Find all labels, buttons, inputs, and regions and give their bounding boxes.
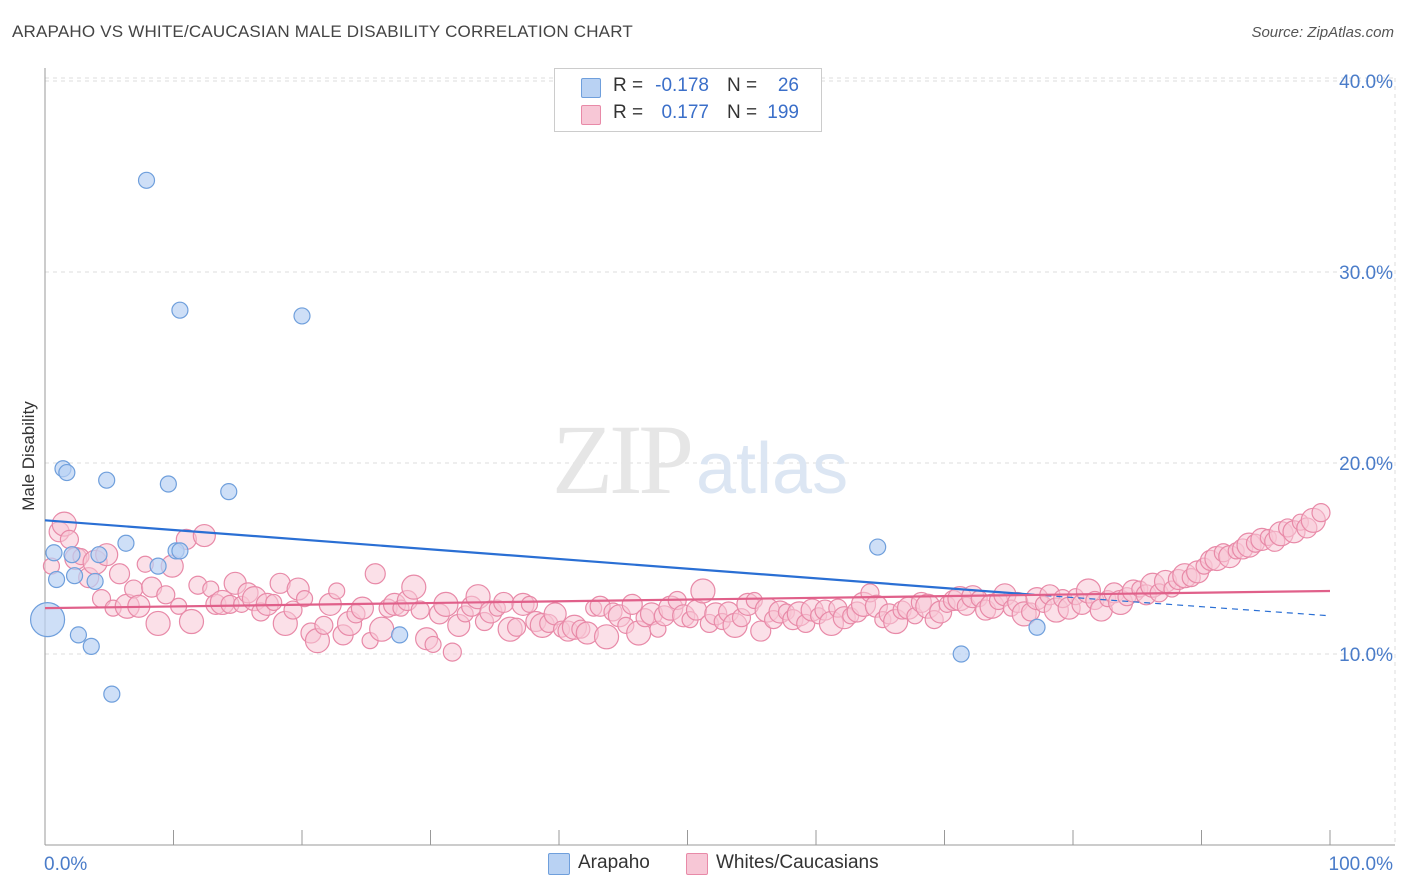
whites-point [108,563,131,585]
legend-row-arapaho: R = -0.178 N = 26 [555,75,821,99]
whites-point [350,596,374,620]
legend-r-label: R = [613,75,644,96]
y-tick-label: 20.0% [1339,454,1393,475]
arapaho-point [98,471,116,489]
arapaho-point [65,567,84,585]
legend-n-value: 199 [767,102,799,123]
whites-point [145,610,171,637]
arapaho-point [952,645,970,663]
arapaho-points [29,171,1046,703]
whites-point [314,615,334,635]
whites-point [1311,503,1331,523]
whites-point [442,642,462,662]
gridlines [45,77,1396,845]
legend-n-label: N = [727,75,758,96]
legend-r-label: R = [613,102,644,123]
legend-r-value: 0.177 [661,102,709,123]
arapaho-point [117,534,135,552]
whites-point [295,590,314,608]
whites-point [424,635,442,654]
y-tick-label: 40.0% [1339,72,1393,93]
whites-point [750,620,772,642]
y-tick-label: 30.0% [1339,263,1393,284]
legend-n-label: N = [727,102,758,123]
whites-point [156,585,176,605]
arapaho-point [45,544,63,562]
arapaho-point [149,557,167,575]
whites-point [520,595,539,613]
arapaho-point [159,475,177,493]
arapaho-trend-extension [1034,594,1331,617]
whites-point [433,591,459,617]
arapaho-point [47,570,66,589]
x-tick-label: 0.0% [44,854,87,875]
whites-point [328,582,346,600]
arapaho-point [220,483,238,501]
tick-labels: 10.0% 20.0% 30.0% 40.0% 0.0% 100.0% Male Disab… [19,72,1393,875]
whites-caucasians-points [42,503,1331,662]
whites-swatch [581,105,601,125]
chart-source: Source: ZipAtlas.com [1251,24,1394,41]
arapaho-trend-line [44,519,1035,596]
whites-point [401,574,427,600]
whites-point [192,523,216,548]
arapaho-point [82,637,100,655]
whites-point [178,608,205,635]
arapaho-point [63,546,81,564]
chart-title: ARAPAHO VS WHITE/CAUCASIAN MALE DISABILI… [12,22,633,41]
arapaho-point [171,301,189,319]
arapaho-point [29,602,66,638]
whites-legend-swatch [686,853,708,875]
whites-point [410,600,430,620]
arapaho-point [171,542,189,560]
whites-point [265,593,283,612]
arapaho-point [69,626,88,644]
arapaho-point [90,546,108,564]
whites-trend-line [44,589,1331,610]
legend-r-value: -0.178 [655,75,709,96]
whites-legend-label: Whites/Caucasians [716,852,879,873]
arapaho-swatch [581,78,601,98]
whites-point [506,617,527,637]
arapaho-point [869,538,887,556]
legend-n-value: 26 [777,75,799,96]
arapaho-point [293,307,311,325]
axes [44,68,1395,846]
arapaho-point [86,572,104,591]
y-axis-title: Male Disability [19,401,38,511]
arapaho-legend-label: Arapaho [578,852,650,873]
whites-point [59,529,80,550]
trend-lines [44,519,1331,617]
stats-legend: R = -0.178 N = 26 R = 0.177 N = 199 [554,68,822,132]
whites-point [364,563,386,585]
y-tick-label: 10.0% [1339,645,1393,666]
arapaho-point [58,463,76,482]
arapaho-legend-swatch [548,853,570,875]
arapaho-point [137,171,156,189]
arapaho-point [391,626,409,644]
arapaho-point [103,685,121,703]
whites-point [690,578,716,604]
arapaho-point [1028,618,1046,636]
whites-point [593,624,620,650]
x-tick-label: 100.0% [1329,854,1394,875]
legend-row-whites: R = 0.177 N = 199 [555,102,821,126]
whites-point [369,616,395,642]
